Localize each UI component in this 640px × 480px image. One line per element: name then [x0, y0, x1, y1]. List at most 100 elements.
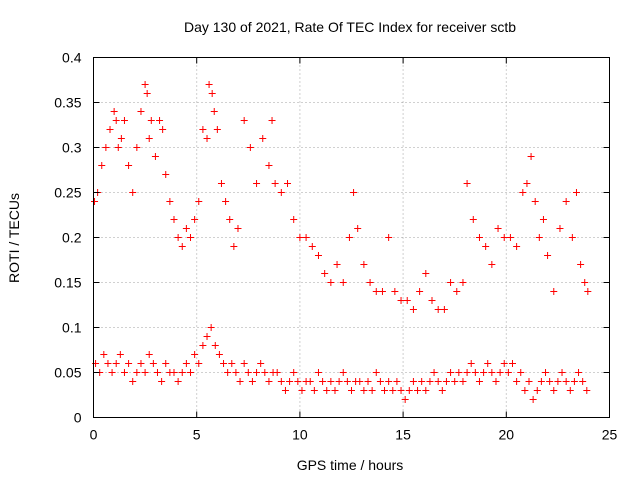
data-point [381, 387, 389, 394]
data-point [306, 378, 314, 385]
data-point [372, 288, 380, 295]
data-point [240, 117, 248, 124]
data-point [327, 279, 335, 286]
data-point [523, 180, 531, 187]
data-point [554, 378, 562, 385]
data-point [257, 360, 265, 367]
data-point [236, 378, 244, 385]
data-point [428, 297, 436, 304]
chart-title: Day 130 of 2021, Rate Of TEC Index for r… [184, 19, 516, 35]
data-point [537, 378, 545, 385]
data-point [327, 378, 335, 385]
data-point [290, 369, 298, 376]
data-point [414, 387, 422, 394]
data-point [568, 234, 576, 241]
data-point [409, 378, 417, 385]
data-point [215, 351, 223, 358]
data-point [539, 216, 547, 223]
data-point [203, 135, 211, 142]
data-point [519, 189, 527, 196]
data-point [562, 198, 570, 205]
data-point [484, 360, 492, 367]
data-point [581, 279, 589, 286]
data-point [166, 198, 174, 205]
data-point [527, 153, 535, 160]
data-point [145, 135, 153, 142]
data-point [284, 180, 292, 187]
data-point [106, 126, 114, 133]
data-point [482, 243, 490, 250]
data-point [170, 369, 178, 376]
data-point [195, 198, 203, 205]
data-point [463, 369, 471, 376]
data-point [143, 90, 151, 97]
data-point [360, 387, 368, 394]
x-tick-label: 25 [602, 427, 618, 443]
data-point [475, 378, 483, 385]
data-point [273, 369, 281, 376]
data-point [535, 234, 543, 241]
data-point [339, 279, 347, 286]
data-point [467, 360, 475, 367]
data-point [558, 369, 566, 376]
y-tick-label: 0.35 [54, 95, 81, 111]
data-point [434, 378, 442, 385]
data-point [366, 279, 374, 286]
data-point [228, 360, 236, 367]
data-point [129, 189, 137, 196]
data-point [531, 198, 539, 205]
data-point [207, 324, 215, 331]
data-point [259, 135, 267, 142]
data-point [149, 360, 157, 367]
data-point [205, 81, 213, 88]
data-point [199, 126, 207, 133]
data-point [191, 351, 199, 358]
data-point [397, 387, 405, 394]
data-point [265, 162, 273, 169]
data-point [385, 378, 393, 385]
y-tick-label: 0.25 [54, 185, 81, 201]
y-tick-label: 0.15 [54, 275, 81, 291]
data-point [162, 360, 170, 367]
data-point [517, 369, 525, 376]
data-point [141, 81, 149, 88]
data-point [319, 378, 327, 385]
data-point [162, 171, 170, 178]
data-point [112, 360, 120, 367]
data-point [331, 387, 339, 394]
data-point [426, 378, 434, 385]
data-point [405, 387, 413, 394]
data-point [104, 360, 112, 367]
data-point [556, 225, 564, 232]
data-point [246, 144, 254, 151]
data-point [261, 369, 269, 376]
data-point [195, 360, 203, 367]
data-point [550, 387, 558, 394]
data-point [187, 234, 195, 241]
data-point [570, 378, 578, 385]
data-point [213, 126, 221, 133]
axis-ticks: 0 0.05 0.1 0.15 0.2 0.25 0.3 0.35 0.4 0 5 10 15 20 25 [54, 50, 617, 443]
data-point [323, 387, 331, 394]
data-point [475, 234, 483, 241]
data-point [391, 288, 399, 295]
data-point [459, 279, 467, 286]
y-axis-label: ROTI / TECUs [6, 193, 22, 283]
data-point [100, 351, 108, 358]
data-point [430, 369, 438, 376]
data-point [455, 369, 463, 376]
data-point [174, 234, 182, 241]
data-point [222, 198, 230, 205]
data-point [211, 342, 219, 349]
data-point [265, 378, 273, 385]
data-point [298, 387, 306, 394]
data-point [401, 396, 409, 403]
data-point [199, 342, 207, 349]
data-point [248, 378, 256, 385]
x-tick-label: 0 [90, 427, 98, 443]
data-point [302, 234, 310, 241]
data-point [504, 369, 512, 376]
y-tick-label: 0 [74, 410, 82, 426]
data-point [210, 108, 218, 115]
data-point [442, 378, 450, 385]
